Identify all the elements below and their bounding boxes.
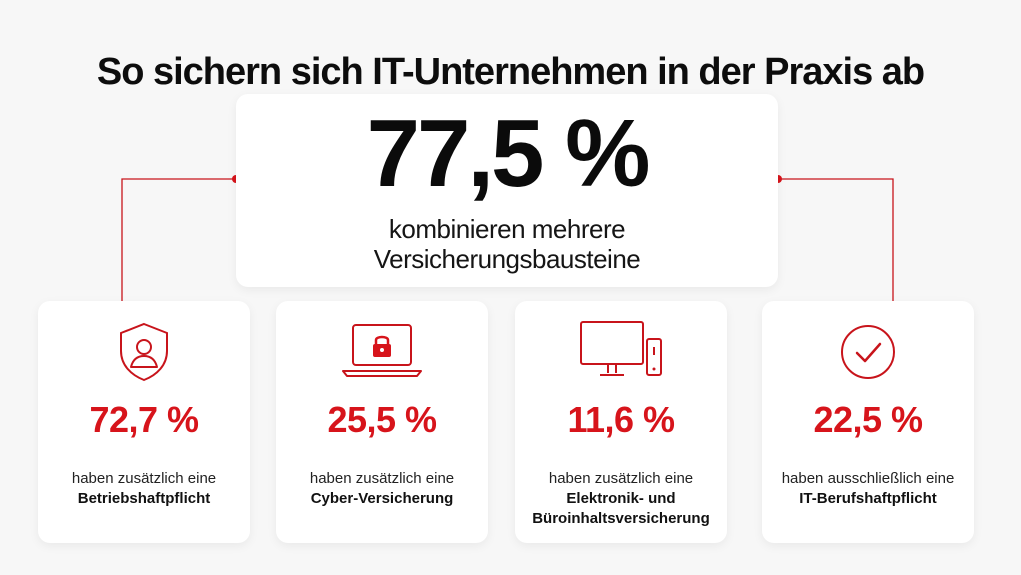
stat-card-berufshaftpflicht: 22,5 % haben ausschließlich eine IT-Beru… (762, 301, 974, 543)
stat-card-elektronik: 11,6 % haben zusätzlich eine Elektronik-… (515, 301, 727, 543)
stat-card-betriebshaftpflicht: 72,7 % haben zusätzlich eine Betriebshaf… (38, 301, 250, 543)
stat-text-line2: IT-Berufshaftpflicht (799, 490, 937, 507)
left-connector-line (121, 178, 236, 301)
hero-value: 77,5 % (366, 100, 651, 207)
stat-text-bold: Cyber-Versicherung (276, 489, 488, 509)
stat-description: haben zusätzlich eine Cyber-Versicherung (276, 469, 488, 509)
stat-value: 22,5 % (813, 399, 923, 440)
stat-text-bold: IT-Berufshaftpflicht (762, 489, 974, 509)
stat-value: 11,6 % (567, 399, 675, 440)
stat-description: haben zusätzlich eine Elektronik- und Bü… (515, 469, 727, 529)
monitor-phone-icon (515, 317, 727, 387)
stat-text-bold: Betriebshaftpflicht (38, 489, 250, 509)
stat-card-cyber: 25,5 % haben zusätzlich eine Cyber-Versi… (276, 301, 488, 543)
hero-text-line1: kombinieren mehrere (388, 214, 626, 244)
stat-text-bold: Elektronik- und Büroinhaltsversicherung (515, 489, 727, 529)
right-connector-line (778, 178, 894, 301)
laptop-lock-icon (276, 317, 488, 387)
stat-value: 72,7 % (89, 399, 199, 440)
stat-value: 25,5 % (327, 399, 437, 440)
hero-card: 77,5 % kombinieren mehrere Versicherungs… (236, 94, 778, 287)
stat-text-line2: Elektronik- und (566, 490, 676, 507)
shield-user-icon (38, 317, 250, 387)
hero-text-line2: Versicherungsbausteine (373, 244, 641, 274)
stat-text-line1: haben zusätzlich eine (309, 470, 455, 487)
stat-text-line1: haben ausschließlich eine (781, 470, 955, 487)
stat-text-line1: haben zusätzlich eine (548, 470, 694, 487)
stat-description: haben ausschließlich eine IT-Berufshaftp… (762, 469, 974, 509)
stat-text-line2: Cyber-Versicherung (310, 490, 454, 507)
stat-text-line1: haben zusätzlich eine (71, 470, 217, 487)
stat-text-line2: Betriebshaftpflicht (77, 490, 211, 507)
stat-description: haben zusätzlich eine Betriebshaftpflich… (38, 469, 250, 509)
stat-text-line3: Büroinhaltsversicherung (532, 510, 710, 527)
page-title: So sichern sich IT-Unternehmen in der Pr… (96, 51, 925, 94)
check-circle-icon (762, 317, 974, 387)
